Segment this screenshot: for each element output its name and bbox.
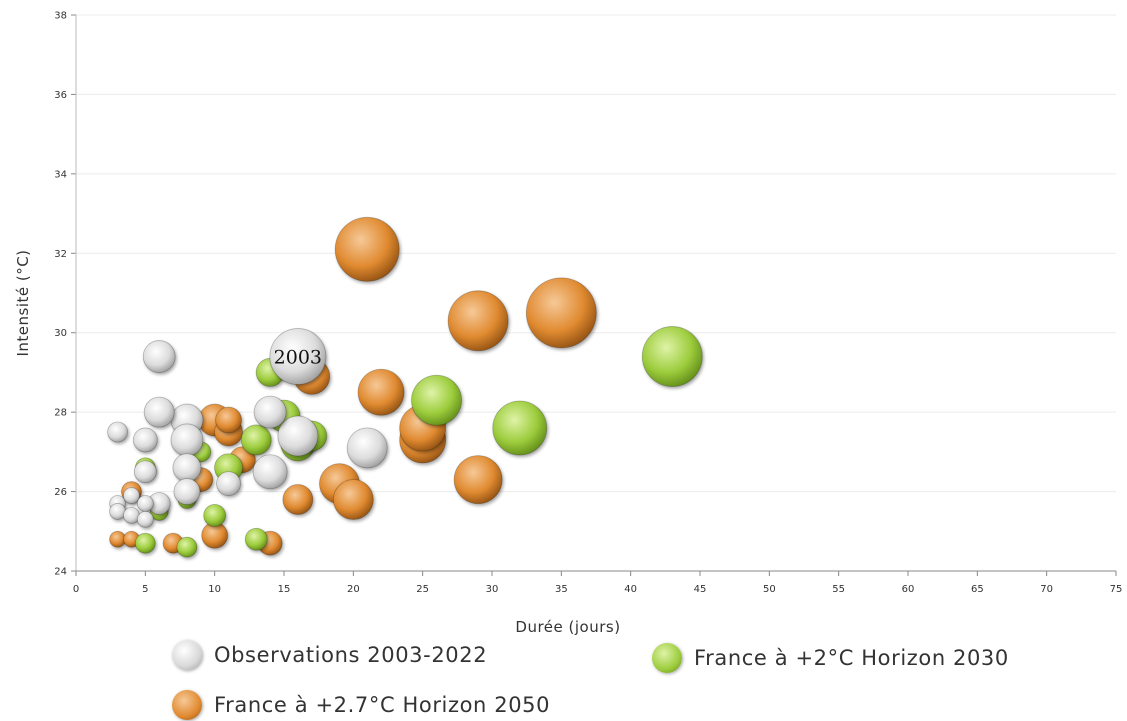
y-tick-label: 38 [54,11,67,22]
y-tick-label: 36 [54,90,67,101]
y-tick-label: 30 [54,328,67,339]
bubble-observations [123,487,140,504]
bubble-2050 [453,455,503,505]
bubble-2050 [334,216,400,282]
x-tick-label: 30 [486,584,499,595]
bubble-2030 [641,326,703,387]
bubble-observations [132,427,158,453]
annotations: 2003 [274,347,322,369]
grid-lines [76,14,1116,493]
bubble-observations [170,423,204,457]
x-tick-label: 50 [763,584,776,595]
x-tick-label: 45 [694,584,707,595]
bubble-observations [123,507,140,524]
annotation-2003: 2003 [274,347,322,369]
y-tick-label: 24 [54,567,67,578]
x-tick-label: 5 [142,584,148,595]
bubbles [107,216,703,558]
axes: 24 26 28 30 32 34 36 38 0 5 10 15 20 25 30 35 40 45 50 55 60… [14,11,1122,637]
bubble-observations [107,421,128,443]
bubble-observations [252,454,288,490]
bubble-2050 [282,484,314,515]
x-tick-label: 20 [347,584,360,595]
bubble-2030 [134,532,156,554]
bubble-2050 [357,368,405,416]
x-tick-label: 40 [624,584,637,595]
x-tick-label: 35 [555,584,568,595]
bubble-observations [277,415,319,457]
bubble-2030 [203,504,227,527]
bubble-observations [269,328,327,385]
bubble-observations [142,340,176,373]
x-tick-label: 0 [73,584,79,595]
x-tick-label: 75 [1110,584,1123,595]
bubble-2050 [525,277,597,349]
y-axis-title: Intensité (°C) [14,249,32,356]
y-tick-label: 34 [54,169,67,180]
x-tick-label: 25 [416,584,429,595]
bubble-observations [136,510,154,528]
bubble-2050 [447,290,509,352]
x-axis-title: Durée (jours) [515,618,620,636]
bubble-2030 [411,374,462,426]
bubble-observations [133,460,157,484]
bubble-observations [253,395,287,429]
bubble-observations [143,396,175,428]
x-tick-label: 10 [208,584,221,595]
x-tick-label: 70 [1040,584,1053,595]
x-tick-label: 60 [902,584,915,595]
y-tick-label: 26 [54,487,67,498]
bubble-observations [109,503,126,520]
bubble-observations [136,495,154,512]
bubble-observations [346,427,388,469]
bubble-2030 [244,527,268,551]
y-tick-label: 28 [54,408,67,419]
x-tick-label: 65 [971,584,984,595]
bubble-2050 [215,406,242,434]
bubble-observations [172,453,202,483]
bubble-2030 [176,536,198,558]
bubble-observations [173,478,201,505]
bubble-2030 [492,400,548,456]
y-tick-label: 32 [54,249,67,260]
x-tick-label: 15 [278,584,291,595]
bubble-2050 [332,479,374,520]
bubble-2030 [240,424,272,456]
bubble-observations [216,471,241,497]
x-tick-label: 55 [832,584,845,595]
